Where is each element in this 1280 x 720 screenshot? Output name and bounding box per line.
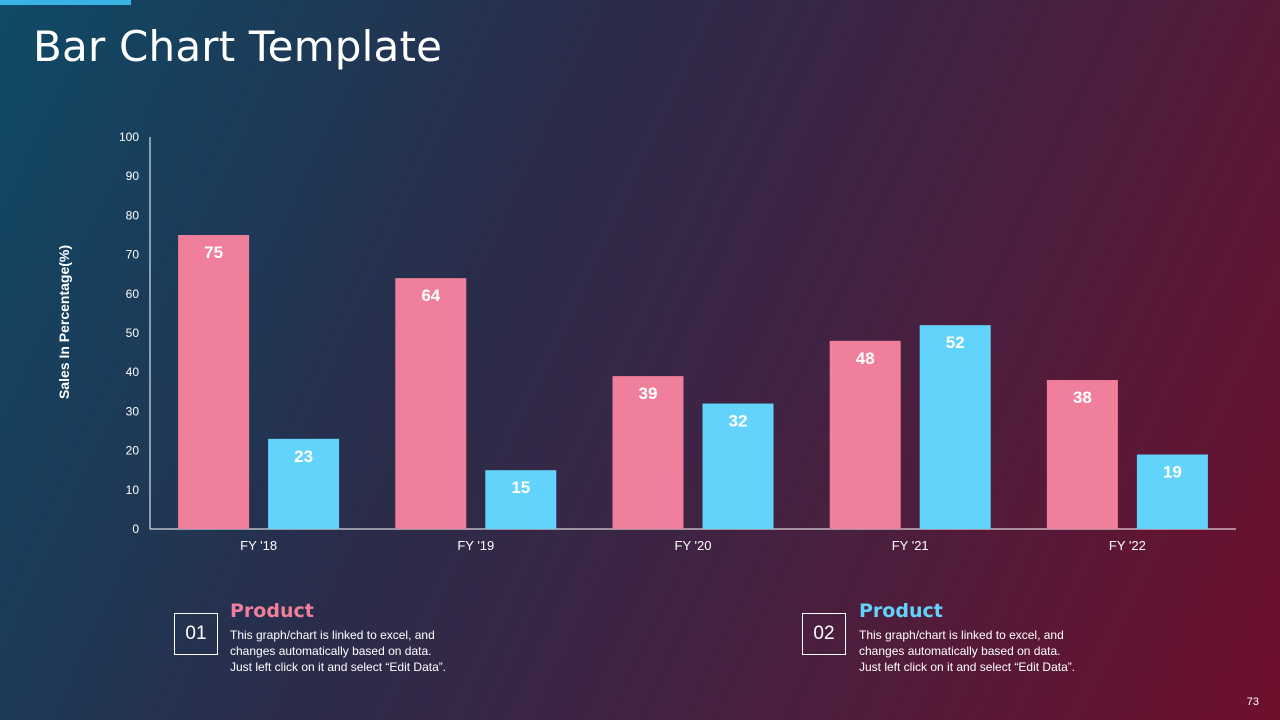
bar-2-1[interactable]	[268, 438, 340, 529]
data-label: 32	[729, 412, 748, 431]
y-tick-label: 90	[126, 169, 140, 183]
x-category-label: FY '21	[892, 538, 929, 553]
data-label: 39	[639, 384, 658, 403]
data-label: 19	[1163, 463, 1182, 482]
bar-chart[interactable]: 0 10 20 30 40 50 60 70 80 90 100 FY '18 FY '19 FY '20…	[0, 0, 1280, 600]
data-label: 15	[511, 478, 530, 497]
data-label: 64	[421, 286, 440, 305]
x-category-label: FY '22	[1109, 538, 1146, 553]
legend-1-line-2: changes automatically based on data.	[230, 644, 432, 658]
legend-number-box-1: 01	[174, 613, 218, 655]
bar-1-3[interactable]	[612, 376, 684, 529]
y-tick-label: 40	[126, 365, 140, 379]
y-tick-label: 50	[126, 326, 140, 340]
x-category-label: FY '18	[240, 538, 277, 553]
bar-1-4[interactable]	[829, 340, 901, 529]
legend-number-box-2: 02	[802, 613, 846, 655]
bar-1-1[interactable]	[178, 235, 250, 529]
y-axis-label: Sales In Percentage(%)	[56, 245, 72, 399]
bar-2-4[interactable]	[919, 325, 991, 529]
slide-title: Bar Chart Template	[33, 22, 443, 71]
bar-2-3[interactable]	[702, 403, 774, 529]
y-tick-label: 70	[126, 248, 140, 262]
legend-description-2: This graph/chart is linked to excel, and…	[859, 627, 1119, 675]
chart-bars: 75 23 64 15 39 32 48 52 38 19	[178, 235, 1208, 529]
legend-2-line-1: This graph/chart is linked to excel, and	[859, 628, 1064, 642]
legend-heading-2: Product	[859, 600, 943, 622]
bar-1-5[interactable]	[1046, 380, 1118, 529]
legend-1-line-3: Just left click on it and select “Edit D…	[230, 660, 447, 674]
bar-1-2[interactable]	[395, 278, 467, 529]
y-tick-label: 20	[126, 444, 140, 458]
y-tick-label: 100	[119, 130, 139, 144]
data-label: 75	[204, 243, 223, 262]
bar-2-5[interactable]	[1136, 454, 1208, 529]
y-tick-label: 10	[126, 483, 140, 497]
data-label: 52	[946, 333, 965, 352]
legend-1-line-1: This graph/chart is linked to excel, and	[230, 628, 435, 642]
data-label: 38	[1073, 388, 1092, 407]
legend-description-1: This graph/chart is linked to excel, and…	[230, 627, 490, 675]
x-category-label: FY '20	[675, 538, 712, 553]
x-category-label: FY '19	[457, 538, 494, 553]
y-tick-label: 80	[126, 208, 140, 222]
y-tick-label: 30	[126, 404, 140, 418]
y-tick-label: 60	[126, 287, 140, 301]
bar-2-2[interactable]	[485, 470, 557, 529]
data-label: 23	[294, 447, 313, 466]
legend-heading-1: Product	[230, 600, 314, 622]
y-tick-label: 0	[132, 522, 139, 536]
legend-2-line-3: Just left click on it and select “Edit D…	[859, 660, 1076, 674]
legend-2-line-2: changes automatically based on data.	[859, 644, 1061, 658]
page-number: 73	[1246, 696, 1259, 708]
title-accent-line	[0, 0, 131, 5]
data-label: 48	[856, 349, 875, 368]
